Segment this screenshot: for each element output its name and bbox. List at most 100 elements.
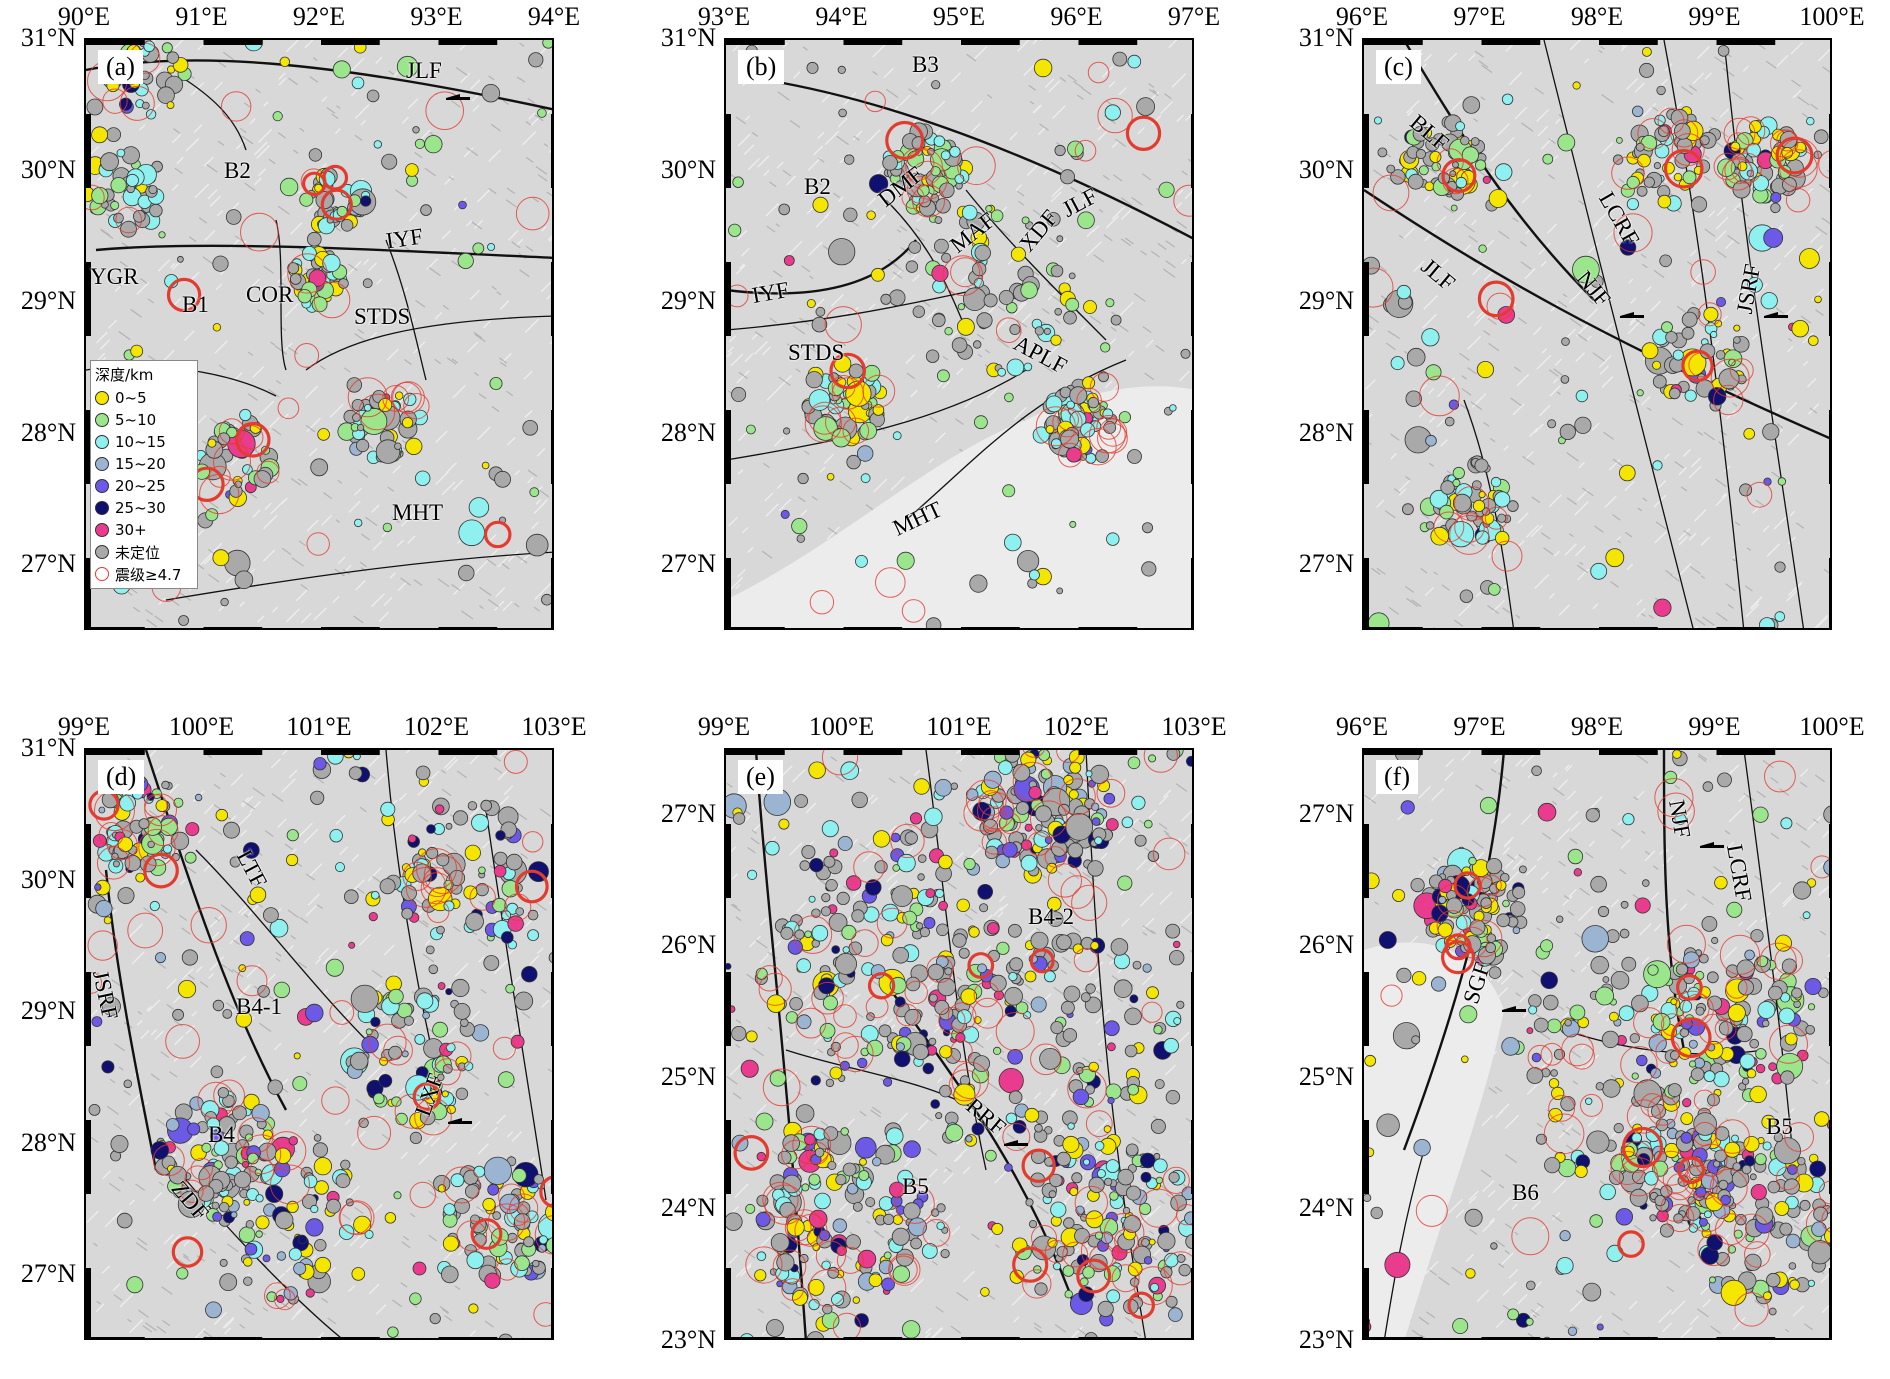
earthquake-marker — [86, 98, 104, 116]
earthquake-marker — [1425, 521, 1435, 530]
earthquake-marker — [112, 860, 120, 868]
earthquake-marker — [1814, 1111, 1830, 1127]
earthquake-marker — [522, 419, 539, 436]
earthquake-marker — [885, 1127, 904, 1146]
earthquake-marker — [1476, 360, 1495, 379]
large-quake-ring — [901, 186, 925, 209]
earthquake-marker — [1672, 750, 1682, 759]
large-quake-ring — [171, 1236, 204, 1268]
earthquake-marker — [799, 860, 811, 871]
large-quake-ring — [1666, 924, 1706, 964]
earthquake-marker — [414, 138, 425, 149]
earthquake-marker — [852, 1296, 860, 1304]
earthquake-marker — [882, 155, 898, 171]
earthquake-marker — [1444, 416, 1455, 427]
earthquake-marker — [1034, 326, 1044, 336]
earthquake-marker — [1714, 319, 1723, 328]
large-quake-ring — [503, 750, 528, 774]
large-quake-ring — [1441, 157, 1477, 193]
earthquake-marker — [810, 1075, 821, 1086]
earthquake-marker — [1631, 1132, 1643, 1144]
earthquake-marker — [523, 1236, 535, 1248]
earthquake-marker — [1770, 191, 1782, 203]
large-quake-ring — [199, 473, 240, 515]
large-quake-ring — [294, 343, 320, 368]
earthquake-marker — [1113, 953, 1131, 970]
fault-motion-arrow-icon — [1502, 1006, 1526, 1012]
large-quake-ring — [762, 1181, 799, 1218]
earthquake-marker — [1633, 1079, 1662, 1108]
earthquake-marker — [501, 879, 520, 898]
earthquake-marker — [880, 293, 892, 305]
earthquake-marker — [395, 391, 404, 400]
earthquake-marker — [501, 910, 512, 921]
earthquake-marker — [1702, 781, 1714, 792]
earthquake-marker — [880, 933, 894, 947]
fault-line — [305, 315, 552, 371]
large-quake-ring — [1415, 1194, 1448, 1227]
large-quake-ring — [1372, 174, 1410, 212]
earthquake-marker — [363, 403, 372, 412]
large-quake-ring — [876, 907, 908, 939]
earthquake-marker — [1548, 1078, 1560, 1089]
earthquake-marker — [358, 1117, 369, 1129]
earthquake-marker — [1085, 1210, 1104, 1229]
large-quake-ring — [1611, 156, 1645, 190]
earthquake-marker — [807, 1279, 825, 1296]
large-quake-ring — [895, 1184, 935, 1224]
earthquake-marker — [1656, 85, 1666, 96]
large-quake-ring — [809, 590, 835, 615]
earthquake-marker — [1407, 173, 1424, 190]
large-quake-ring — [1380, 984, 1403, 1007]
large-quake-ring — [867, 972, 896, 1000]
large-quake-ring — [368, 1023, 407, 1062]
earthquake-marker — [262, 907, 279, 924]
large-quake-ring — [1580, 1093, 1603, 1117]
earthquake-marker — [388, 1045, 403, 1060]
large-quake-ring — [1660, 1013, 1684, 1037]
label-b2: B2 — [804, 174, 831, 199]
earthquake-marker — [1813, 1206, 1829, 1222]
label-b5: B5 — [902, 1174, 929, 1199]
earthquake-marker — [829, 848, 839, 858]
map-panel-c: (c) BLF LCRF JLF NJF JSRF 96°E 97°E 98°E 99… — [1299, 2, 1865, 630]
earthquake-marker — [825, 1078, 835, 1088]
earthquake-marker — [726, 1212, 743, 1231]
large-quake-ring — [533, 1302, 552, 1327]
large-quake-ring — [442, 1041, 472, 1071]
large-quake-ring — [1746, 481, 1773, 508]
earthquake-marker — [1710, 330, 1718, 339]
earthquake-marker — [1542, 153, 1554, 165]
longitude-tick-label: 96°E — [1050, 2, 1103, 31]
large-quake-ring — [144, 794, 168, 818]
large-quake-ring — [506, 1203, 530, 1227]
earthquake-marker — [1015, 801, 1030, 815]
earthquake-marker — [1024, 970, 1037, 983]
earthquake-marker — [944, 967, 953, 976]
earthquake-marker — [931, 80, 941, 90]
earthquake-marker — [1590, 875, 1607, 893]
earthquake-marker — [780, 509, 790, 519]
earthquake-marker — [866, 1039, 884, 1057]
large-quake-ring — [487, 1203, 526, 1242]
earthquake-marker — [310, 1204, 319, 1214]
earthquake-marker — [1631, 1072, 1639, 1080]
earthquake-marker — [1634, 897, 1651, 914]
earthquake-marker — [1136, 97, 1156, 116]
earthquake-marker — [1714, 1126, 1730, 1141]
large-quake-ring — [358, 393, 396, 431]
earthquake-marker — [305, 1288, 315, 1298]
earthquake-marker — [732, 176, 744, 188]
earthquake-marker — [1636, 389, 1644, 397]
map-frame: (b) B3 B2 DMF JLF MAF XDF IYF STDS APLF … — [724, 38, 1194, 630]
large-quake-ring — [1436, 910, 1468, 942]
earthquake-marker — [350, 984, 379, 1013]
earthquake-marker — [1405, 390, 1422, 407]
latitude-tick-label: 27°N — [660, 798, 716, 828]
longitude-tick-label: 99°E — [697, 712, 751, 741]
large-quake-ring — [1173, 184, 1192, 217]
latitude-tick-label: 27°N — [20, 549, 76, 579]
earthquake-marker — [945, 1123, 964, 1142]
earthquake-marker — [892, 431, 902, 441]
earthquake-marker — [1641, 46, 1652, 57]
